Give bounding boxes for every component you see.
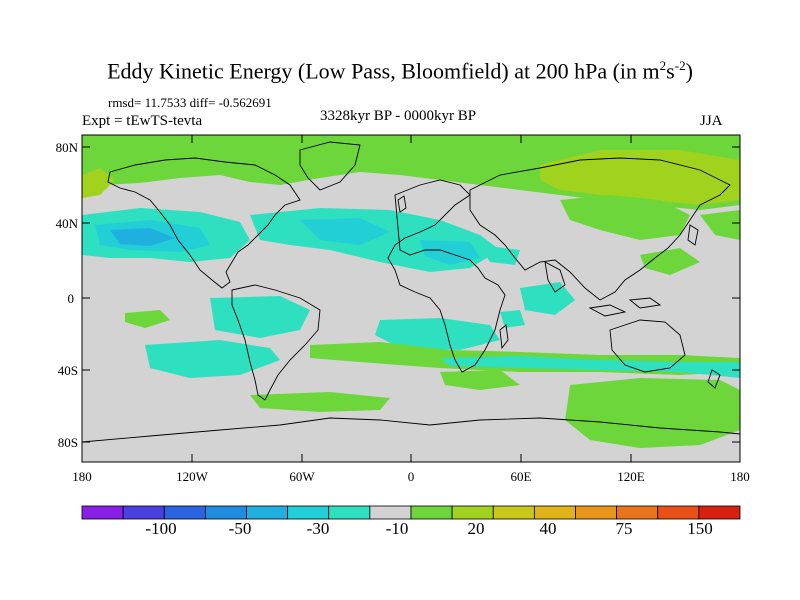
south-atlantic-cyan — [375, 318, 500, 350]
pacific-green-patch — [700, 210, 740, 240]
longitude-labels: 180 120W 60W 0 60E 120E 180 — [72, 469, 750, 484]
siberia-yellow-green — [540, 150, 740, 205]
lat-label: 80N — [56, 140, 79, 155]
colorbar-swatch — [451, 505, 494, 520]
lat-label: 40S — [58, 363, 78, 378]
colorbar-swatch — [204, 505, 247, 520]
colorbar-swatch — [657, 505, 700, 520]
colorbar-label: 20 — [468, 519, 485, 538]
colorbar-swatch — [328, 505, 371, 520]
lat-label: 40N — [56, 216, 79, 231]
colorbar-swatch — [163, 505, 206, 520]
alaska-yellow-green — [82, 168, 115, 198]
east-asia-green — [560, 195, 690, 240]
lon-label: 120E — [617, 469, 645, 484]
season-label: JJA — [700, 113, 723, 129]
colorbar-swatch — [410, 505, 453, 520]
colorbar-label: 40 — [540, 519, 557, 538]
lat-label: 80S — [58, 435, 78, 450]
colorbar-label: -30 — [307, 519, 330, 538]
north-atlantic-deeper — [300, 218, 390, 245]
colorbar-label: -100 — [145, 519, 176, 538]
southern-cyan-band — [440, 356, 740, 378]
south-pacific-green — [125, 310, 170, 328]
southern-indian-green — [440, 370, 520, 390]
colorbar-swatch — [246, 505, 289, 520]
rmsd-text: rmsd= 11.7533 diff= -0.562691 — [108, 95, 272, 110]
coastlines — [82, 141, 740, 443]
east-pacific-green — [640, 248, 700, 275]
colorbar — [81, 505, 741, 520]
south-america-cyan — [210, 296, 310, 338]
latitude-labels: 80N 40N 0 40S 80S — [56, 140, 79, 450]
lon-label: 60E — [511, 469, 532, 484]
indian-ocean-cyan — [520, 282, 575, 315]
colorbar-label: -10 — [386, 519, 409, 538]
colorbar-swatch — [122, 505, 165, 520]
south-pacific-cyan — [145, 340, 280, 378]
north-pacific-core — [110, 228, 175, 246]
lon-label: 0 — [408, 469, 415, 484]
southern-ocean-green — [250, 392, 390, 412]
colorbar-labels: -100 -50 -30 -10 20 40 75 150 — [145, 519, 712, 538]
colorbar-swatch — [533, 505, 576, 520]
colorbar-label: -50 — [229, 519, 252, 538]
colorbar-swatch — [698, 505, 741, 520]
lon-label: 180 — [730, 469, 750, 484]
colorbar-swatch — [287, 505, 330, 520]
colorbar-swatch — [575, 505, 618, 520]
lon-label: 180 — [72, 469, 92, 484]
lon-label: 120W — [176, 469, 209, 484]
colorbar-label: 75 — [616, 519, 633, 538]
experiment-label: Expt = tEwTS-tevta — [82, 113, 203, 129]
mideast-cyan — [480, 245, 520, 265]
colorbar-label: 150 — [687, 519, 713, 538]
tropical-cyan-patch — [500, 310, 525, 328]
lat-label: 0 — [68, 291, 75, 306]
colorbar-swatch — [492, 505, 535, 520]
antarctic-green-patch — [565, 378, 740, 448]
axis-ticks — [82, 135, 740, 462]
colorbar-swatch — [369, 505, 412, 520]
period-label: 3328kyr BP - 0000kyr BP — [320, 108, 477, 124]
colorbar-swatch — [81, 505, 124, 520]
lon-label: 60W — [289, 469, 315, 484]
colorbar-swatch — [616, 505, 659, 520]
plot-title: Eddy Kinetic Energy (Low Pass, Bloomfiel… — [107, 58, 693, 84]
